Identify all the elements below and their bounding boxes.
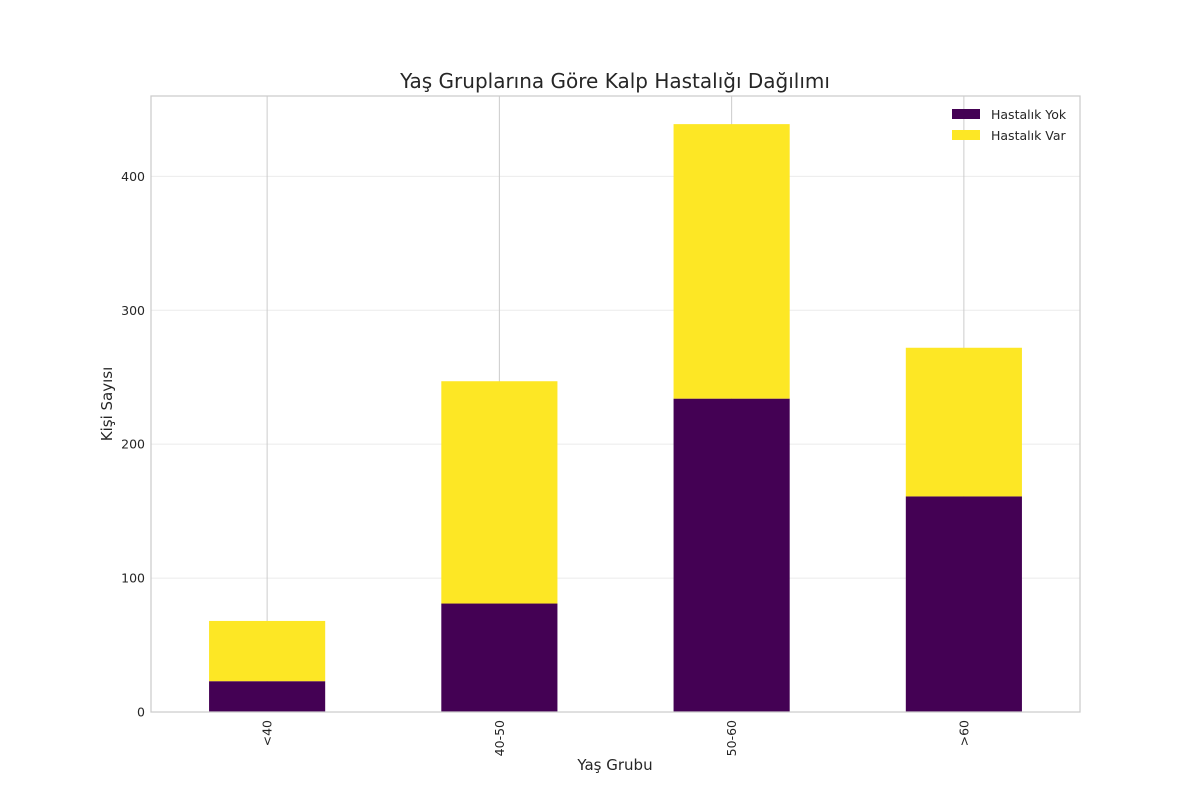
bar-hastalik-var-3 <box>905 347 1022 497</box>
chart-title: Yaş Gruplarına Göre Kalp Hastalığı Dağıl… <box>399 69 830 93</box>
y-tick-label: 200 <box>121 437 145 452</box>
y-tick-label: 400 <box>121 169 145 184</box>
y-axis-label: Kişi Sayısı <box>98 367 116 442</box>
bar-hastalik-var-0 <box>209 620 326 682</box>
legend-swatch <box>952 109 980 119</box>
y-axis-ticks: 0 100 200 300 400 <box>121 169 145 720</box>
x-tick-label: 50-60 <box>724 720 739 756</box>
plot-frame <box>150 95 1081 713</box>
x-tick-label: >60 <box>956 720 971 746</box>
bar-hastalik-yok-1 <box>441 603 558 712</box>
x-tick-label: 40-50 <box>492 720 507 756</box>
bar-hastalik-var-1 <box>441 381 558 604</box>
bars <box>209 124 1022 712</box>
y-tick-label: 0 <box>137 705 145 720</box>
y-tick-label: 300 <box>121 303 145 318</box>
legend-label: Hastalık Yok <box>991 107 1067 122</box>
bar-hastalik-yok-3 <box>905 496 1022 712</box>
y-tick-label: 100 <box>121 571 145 586</box>
legend-swatch <box>952 130 980 140</box>
x-axis-ticks: <40 40-50 50-60 >60 <box>260 720 972 756</box>
bar-hastalik-yok-0 <box>209 681 326 712</box>
bar-hastalik-var-2 <box>673 124 790 399</box>
legend: Hastalık Yok Hastalık Var <box>952 107 1067 143</box>
legend-label: Hastalık Var <box>991 128 1067 143</box>
x-tick-label: <40 <box>260 720 275 746</box>
bar-hastalik-yok-2 <box>673 398 790 712</box>
x-axis-label: Yaş Grubu <box>576 756 652 774</box>
